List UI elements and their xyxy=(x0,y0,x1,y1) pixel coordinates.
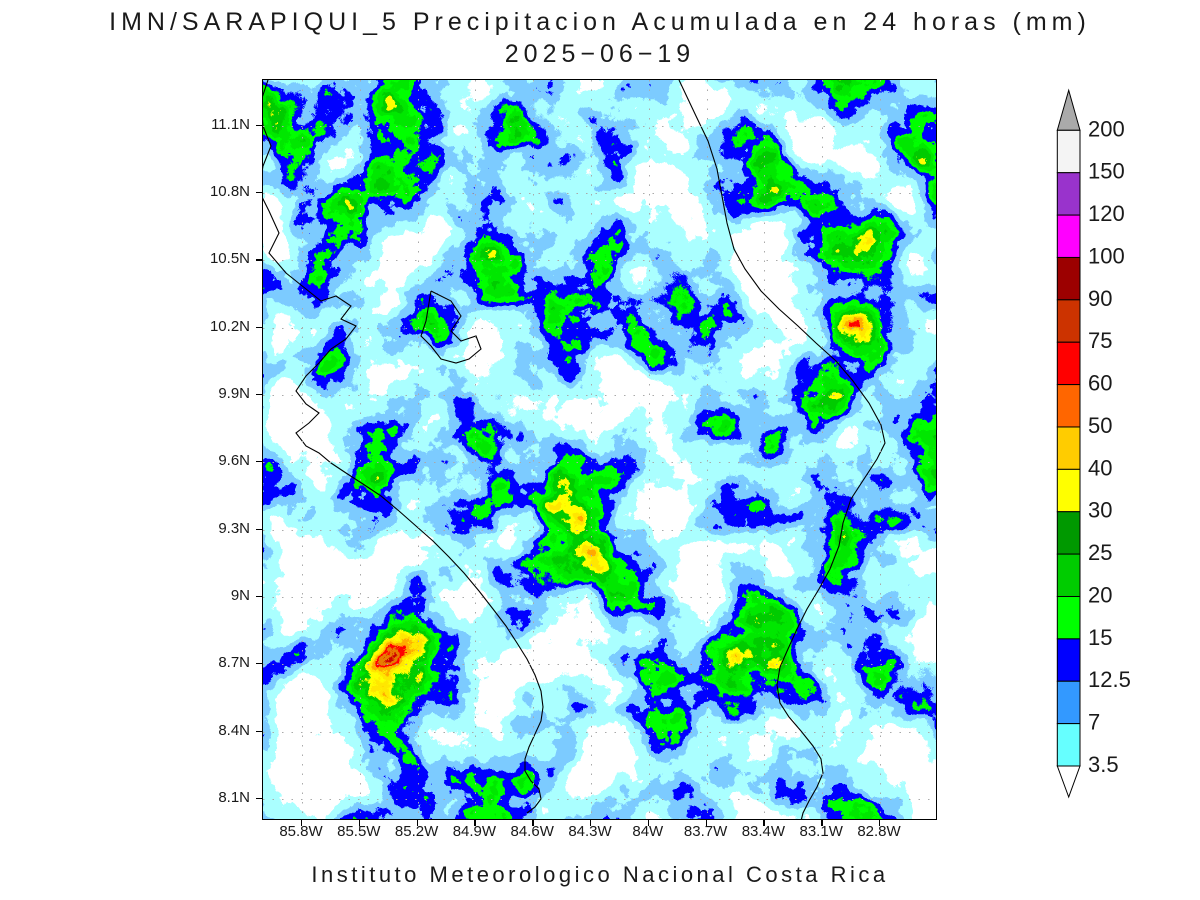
svg-text:60: 60 xyxy=(1088,371,1112,396)
svg-text:25: 25 xyxy=(1088,540,1112,565)
svg-text:20: 20 xyxy=(1088,583,1112,608)
svg-text:30: 30 xyxy=(1088,498,1112,523)
svg-text:120: 120 xyxy=(1088,201,1125,226)
svg-text:75: 75 xyxy=(1088,328,1112,353)
svg-text:90: 90 xyxy=(1088,286,1112,311)
svg-text:15: 15 xyxy=(1088,625,1112,650)
svg-text:7: 7 xyxy=(1088,710,1100,735)
svg-text:12.5: 12.5 xyxy=(1088,667,1131,692)
svg-text:200: 200 xyxy=(1088,116,1125,141)
svg-text:40: 40 xyxy=(1088,455,1112,480)
svg-text:3.5: 3.5 xyxy=(1088,752,1119,777)
svg-text:150: 150 xyxy=(1088,159,1125,184)
svg-text:50: 50 xyxy=(1088,413,1112,438)
svg-text:100: 100 xyxy=(1088,244,1125,269)
